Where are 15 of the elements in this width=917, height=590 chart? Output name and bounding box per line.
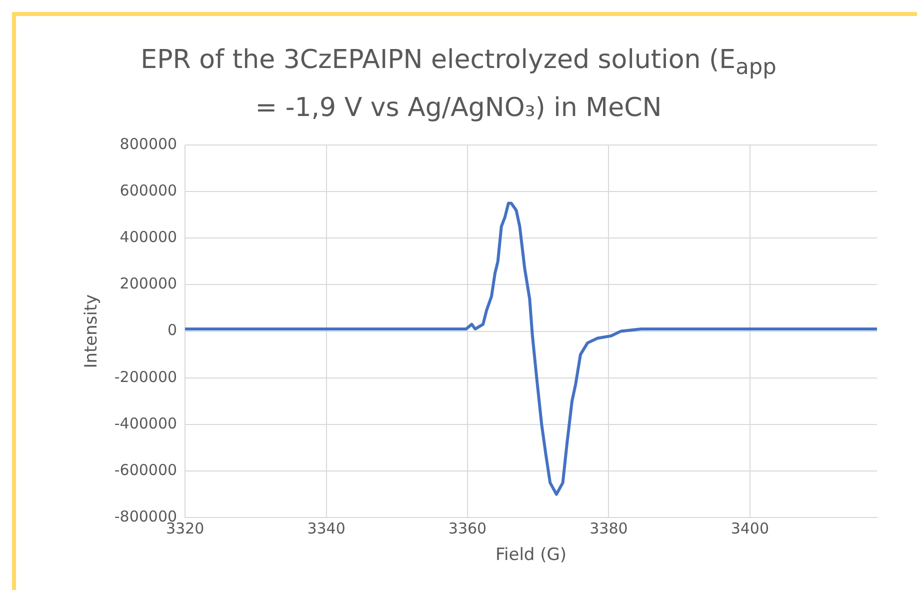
y-tick-label: 600000 xyxy=(120,181,178,200)
x-axis-title: Field (G) xyxy=(495,545,567,566)
y-tick-label: -400000 xyxy=(114,414,178,432)
x-tick-label: 3360 xyxy=(448,519,487,538)
y-tick-label: -600000 xyxy=(114,460,178,479)
y-tick-label: 200000 xyxy=(120,274,178,293)
y-axis-title: Intensity xyxy=(82,294,102,368)
y-tick-label: 400000 xyxy=(120,228,178,246)
x-tick-label: 3380 xyxy=(590,519,628,538)
y-tick-label: 0 xyxy=(168,321,178,340)
y-tick-label: 800000 xyxy=(120,134,178,153)
x-tick-label: 3400 xyxy=(730,519,770,538)
y-tick-label: -200000 xyxy=(114,368,178,386)
x-tick-label: 3340 xyxy=(307,519,346,538)
chart-title: EPR of the 3CzEPAIPN electrolyzed solution (E$_{app}$ = -1,9 V vs Ag/AgNO₃) in MeCN xyxy=(140,45,776,124)
